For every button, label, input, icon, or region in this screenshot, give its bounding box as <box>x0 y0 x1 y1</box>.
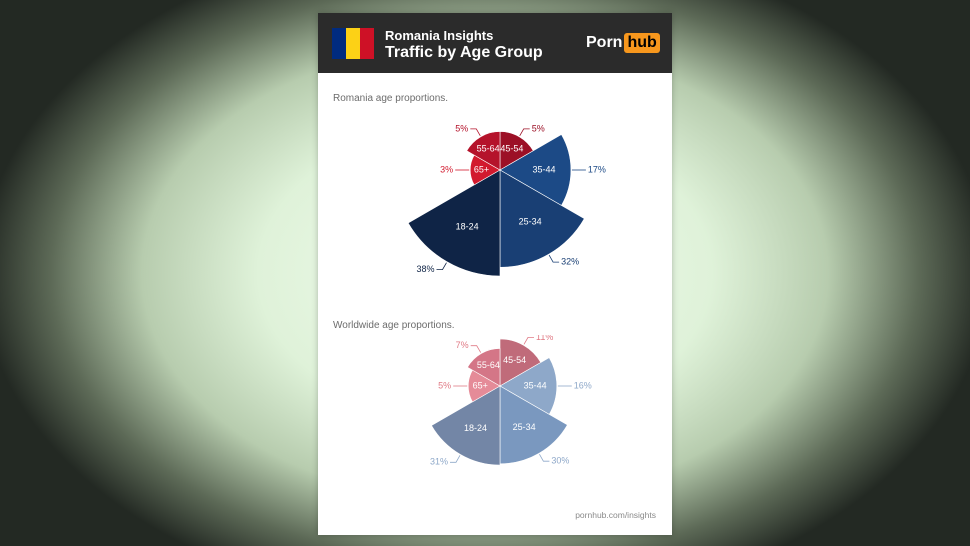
leader-line <box>470 128 481 137</box>
wedge-55-64 <box>466 131 501 171</box>
wedge-18-24 <box>407 169 501 277</box>
wedge-45-54 <box>499 338 542 387</box>
leader-line <box>523 337 534 345</box>
value-label: 5% <box>438 380 451 390</box>
header-bar: Romania Insights Traffic by Age Group Po… <box>318 13 672 73</box>
category-label: 65+ <box>473 380 488 390</box>
wedge-55-64 <box>467 348 501 387</box>
leader-line <box>539 454 550 462</box>
romania-chart-title: Romania age proportions. <box>333 93 449 104</box>
infographic-card: Romania Insights Traffic by Age Group Po… <box>318 13 672 535</box>
romania-flag-icon <box>332 28 374 59</box>
value-label: 32% <box>561 256 579 266</box>
logo-text-part1: Porn <box>586 34 623 51</box>
logo-text-part2: hub <box>624 33 660 53</box>
value-label: 11% <box>536 335 553 342</box>
category-label: 55-64 <box>477 360 500 370</box>
category-label: 45-54 <box>500 144 523 154</box>
source-footer: pornhub.com/insights <box>575 510 656 520</box>
wedge-25-34 <box>499 169 585 268</box>
leader-line <box>470 345 482 353</box>
category-label: 18-24 <box>464 423 487 433</box>
category-label: 18-24 <box>456 221 479 231</box>
leader-line <box>436 262 447 271</box>
value-label: 38% <box>416 264 434 274</box>
category-label: 25-34 <box>519 217 542 227</box>
category-label: 55-64 <box>477 144 500 154</box>
value-label: 31% <box>430 457 448 467</box>
wedge-35-44 <box>499 134 572 206</box>
value-label: 3% <box>440 164 453 174</box>
romania-age-chart: 45-54 5% 35-44 17% 25-34 32% 18-24 38% 65+ 3% 55-6… <box>407 123 606 277</box>
category-label: 45-54 <box>503 355 526 365</box>
wedge-35-44 <box>499 357 558 415</box>
category-label: 35-44 <box>524 380 547 390</box>
category-label: 25-34 <box>513 422 536 432</box>
brand-logo: Porn hub <box>586 32 660 54</box>
value-label: 7% <box>456 340 469 350</box>
value-label: 17% <box>588 164 606 174</box>
leader-line <box>450 455 461 463</box>
value-label: 5% <box>532 123 545 133</box>
leader-line <box>519 128 530 137</box>
worldwide-age-chart: 45-54 11% 35-44 16% 25-34 30% 18-24 31% 65+ 5% 55-… <box>430 335 592 467</box>
category-label: 65+ <box>474 164 489 174</box>
header-title: Romania Insights <box>385 28 494 43</box>
wedge-18-24 <box>431 385 501 466</box>
value-label: 16% <box>574 380 592 390</box>
category-label: 35-44 <box>532 164 555 174</box>
value-label: 5% <box>455 123 468 133</box>
header-subtitle: Traffic by Age Group <box>385 44 543 61</box>
wedge-25-34 <box>499 385 568 465</box>
value-label: 30% <box>551 456 569 466</box>
leader-line <box>548 254 560 263</box>
worldwide-chart-title: Worldwide age proportions. <box>333 320 455 331</box>
